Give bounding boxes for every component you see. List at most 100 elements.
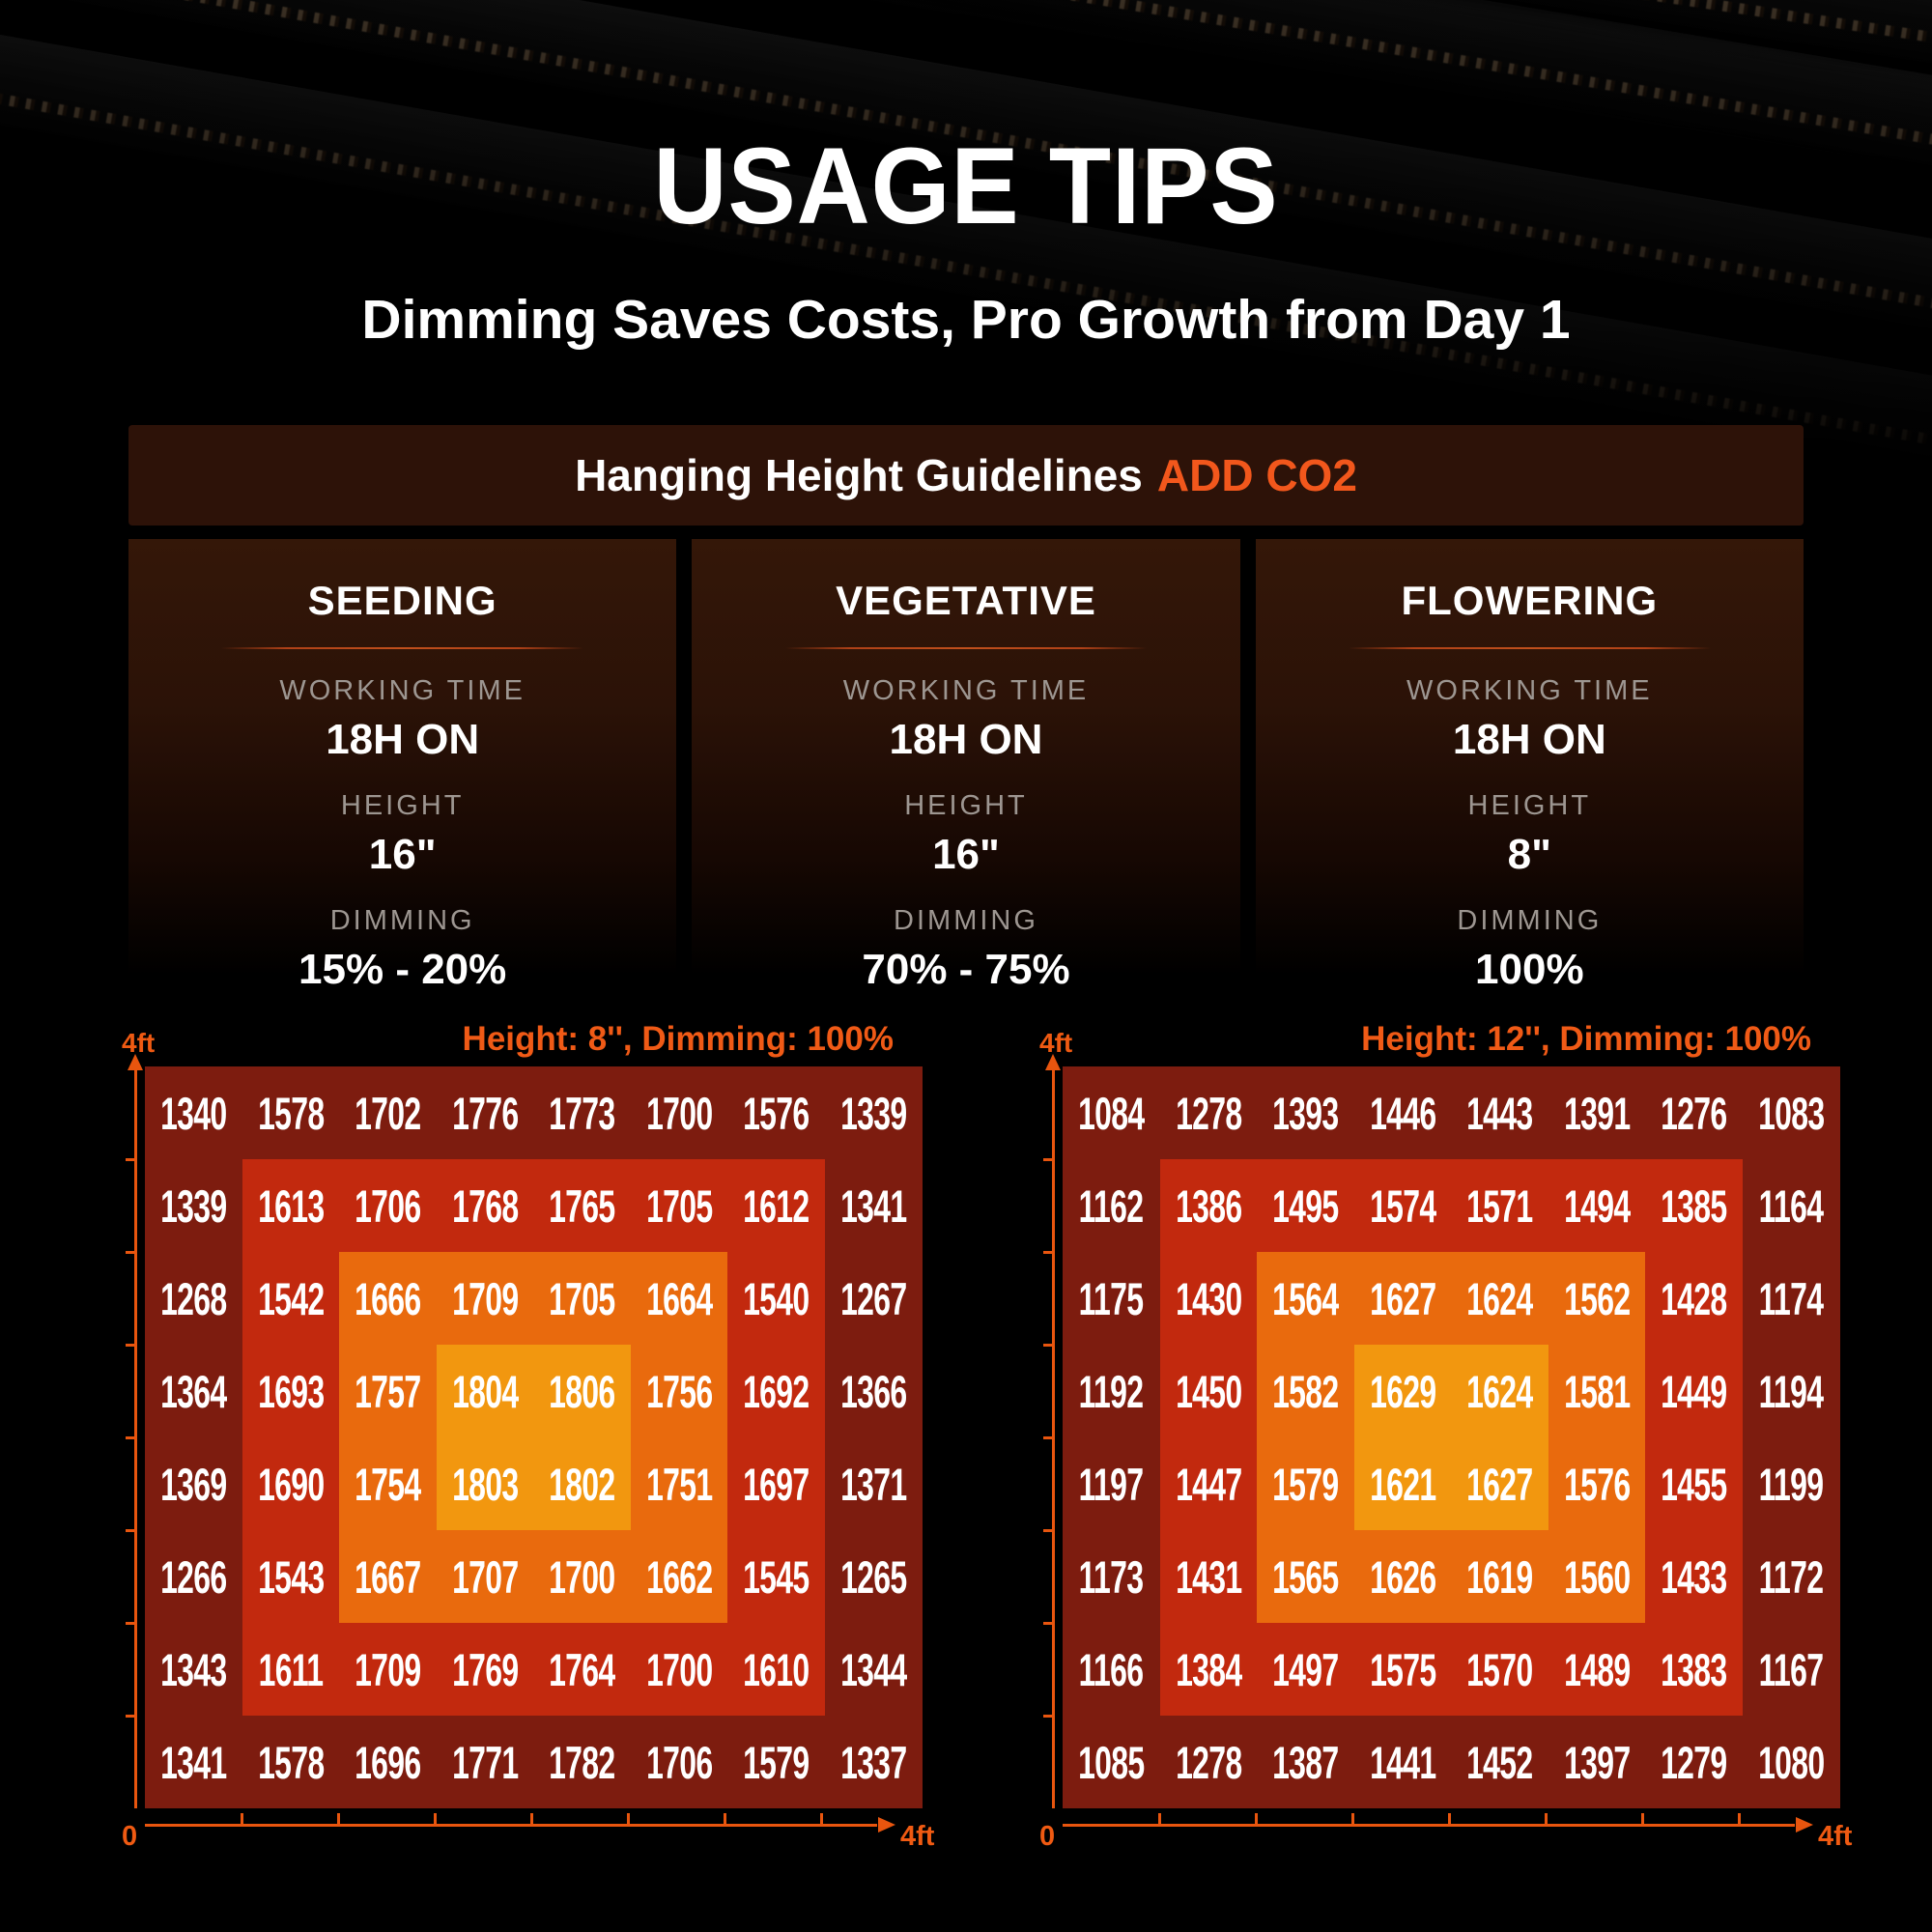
- heatmap-cell: 1194: [1742, 1345, 1840, 1437]
- heatmap-cell: 1175: [1063, 1252, 1160, 1345]
- heatmap-cell: 1690: [242, 1437, 340, 1530]
- working-time-label: WORKING TIME: [842, 675, 1090, 706]
- heatmap-cell: 1397: [1548, 1716, 1646, 1808]
- heatmap-cell: 1276: [1645, 1066, 1743, 1159]
- x-axis-tick: [1448, 1813, 1451, 1827]
- heatmap-cell: 1391: [1548, 1066, 1646, 1159]
- dimming-label: DIMMING: [1457, 905, 1603, 936]
- y-axis-tick: [1043, 1715, 1052, 1718]
- x-axis-tick: [530, 1813, 533, 1827]
- x-axis: [1063, 1817, 1813, 1833]
- heatmap-cell: 1371: [824, 1437, 923, 1530]
- heatmap-cell: 1560: [1548, 1530, 1646, 1623]
- heatmap-cell: 1776: [436, 1066, 534, 1159]
- heatmap-cell: 1802: [533, 1437, 631, 1530]
- working-time-value: 18H ON: [326, 716, 480, 763]
- heatmap-cell: 1545: [727, 1530, 825, 1623]
- heatmap-cell: 1495: [1257, 1159, 1354, 1252]
- heatmap-cell: 1613: [242, 1159, 340, 1252]
- heatmap-cell: 1449: [1645, 1345, 1743, 1437]
- y-axis-tick: [1043, 1436, 1052, 1439]
- y-axis-tick: [126, 1529, 134, 1532]
- x-axis-tick: [1351, 1813, 1354, 1827]
- heatmap-cell: 1574: [1353, 1159, 1452, 1252]
- y-axis-tick: [1043, 1344, 1052, 1347]
- heatmap-cell: 1172: [1742, 1530, 1840, 1623]
- dimming-value: 100%: [1475, 946, 1584, 993]
- heatmap-cell: 1265: [824, 1530, 923, 1623]
- x-axis: [145, 1817, 895, 1833]
- y-axis-max-label: 4ft: [122, 1028, 156, 1058]
- heatmap-cell: 1702: [339, 1066, 437, 1159]
- heatmap-cell: 1268: [145, 1252, 242, 1345]
- heatmap-cell: 1174: [1742, 1252, 1840, 1345]
- heatmap-cell: 1692: [727, 1345, 825, 1437]
- stage-divider: [784, 647, 1148, 649]
- ppfd-heatmap-12in: Height: 12'', Dimming: 100% 4ft 0 4ft 10…: [1039, 1020, 1852, 1852]
- y-axis-tick: [126, 1344, 134, 1347]
- heatmap-cell: 1080: [1742, 1716, 1840, 1808]
- working-time-label: WORKING TIME: [1406, 675, 1653, 706]
- page-subtitle: Dimming Saves Costs, Pro Growth from Day…: [361, 289, 1571, 351]
- heatmap-cell: 1803: [436, 1437, 534, 1530]
- heatmap-cell: 1455: [1645, 1437, 1743, 1530]
- x-axis-tick: [1641, 1813, 1644, 1827]
- y-axis-tick: [1043, 1529, 1052, 1532]
- heatmap-cell: 1578: [242, 1066, 340, 1159]
- heatmap-cell: 1706: [339, 1159, 437, 1252]
- heatmap-cell: 1173: [1063, 1530, 1160, 1623]
- heatmap-cell: 1619: [1451, 1530, 1548, 1623]
- heatmap-cell: 1754: [339, 1437, 437, 1530]
- x-axis-tick: [627, 1813, 630, 1827]
- heatmap-cell: 1629: [1353, 1345, 1452, 1437]
- y-axis-tick: [126, 1715, 134, 1718]
- heatmap-cell: 1494: [1548, 1159, 1646, 1252]
- heatmap-cell: 1542: [242, 1252, 340, 1345]
- heatmap-cell: 1610: [727, 1623, 825, 1716]
- heatmap-cell: 1441: [1353, 1716, 1452, 1808]
- stage-name: FLOWERING: [1401, 578, 1659, 623]
- dimming-label: DIMMING: [894, 905, 1038, 936]
- heatmap-cell: 1497: [1257, 1623, 1354, 1716]
- heatmap-cell: 1162: [1063, 1159, 1160, 1252]
- heatmap-title: Height: 8'', Dimming: 100%: [462, 1020, 894, 1058]
- stage-panel-vegetative: VEGETATIVE WORKING TIME 18H ON HEIGHT 16…: [692, 539, 1240, 993]
- heatmap-cell: 1447: [1159, 1437, 1258, 1530]
- heatmap-cell: 1393: [1257, 1066, 1354, 1159]
- heatmap-cell: 1452: [1451, 1716, 1548, 1808]
- guidelines-header: Hanging Height Guidelines ADD CO2: [128, 425, 1804, 526]
- heatmap-cell: 1806: [533, 1345, 631, 1437]
- y-axis: [1045, 1054, 1061, 1808]
- guidelines-header-highlight: ADD CO2: [1156, 450, 1357, 500]
- x-axis-tick: [337, 1813, 340, 1827]
- heatmap-cell: 1383: [1645, 1623, 1743, 1716]
- heatmap-cell: 1709: [436, 1252, 534, 1345]
- heatmap-cell: 1627: [1353, 1252, 1452, 1345]
- y-axis: [128, 1054, 143, 1808]
- y-axis-tick: [1043, 1251, 1052, 1254]
- heatmap-cell: 1627: [1451, 1437, 1548, 1530]
- stage-divider: [221, 647, 583, 649]
- heatmap-cell: 1344: [824, 1623, 923, 1716]
- heatmap-cell: 1385: [1645, 1159, 1743, 1252]
- heatmap-cell: 1581: [1548, 1345, 1646, 1437]
- heatmap-cell: 1707: [436, 1530, 534, 1623]
- heatmap-cell: 1384: [1159, 1623, 1258, 1716]
- heatmap-cell: 1626: [1353, 1530, 1452, 1623]
- x-axis-tick: [1158, 1813, 1161, 1827]
- y-axis-tick: [126, 1436, 134, 1439]
- heatmap-cell: 1386: [1159, 1159, 1258, 1252]
- heatmap-cell: 1428: [1645, 1252, 1743, 1345]
- heatmap-cell: 1624: [1451, 1252, 1548, 1345]
- y-axis-tick: [1043, 1622, 1052, 1625]
- x-axis-origin-label: 0: [1039, 1821, 1056, 1852]
- heatmap-cell: 1706: [630, 1716, 728, 1808]
- heatmap-grid: 1340 1578 1702 1776 1773 1700 1576 1339 1339 1613…: [145, 1066, 923, 1808]
- y-axis-tick: [1043, 1158, 1052, 1161]
- heatmap-cell: 1450: [1159, 1345, 1258, 1437]
- heatmap-cell: 1341: [145, 1716, 242, 1808]
- heatmap-cell: 1705: [630, 1159, 728, 1252]
- heatmap-cell: 1489: [1548, 1623, 1646, 1716]
- heatmap-title: Height: 12'', Dimming: 100%: [1361, 1020, 1811, 1058]
